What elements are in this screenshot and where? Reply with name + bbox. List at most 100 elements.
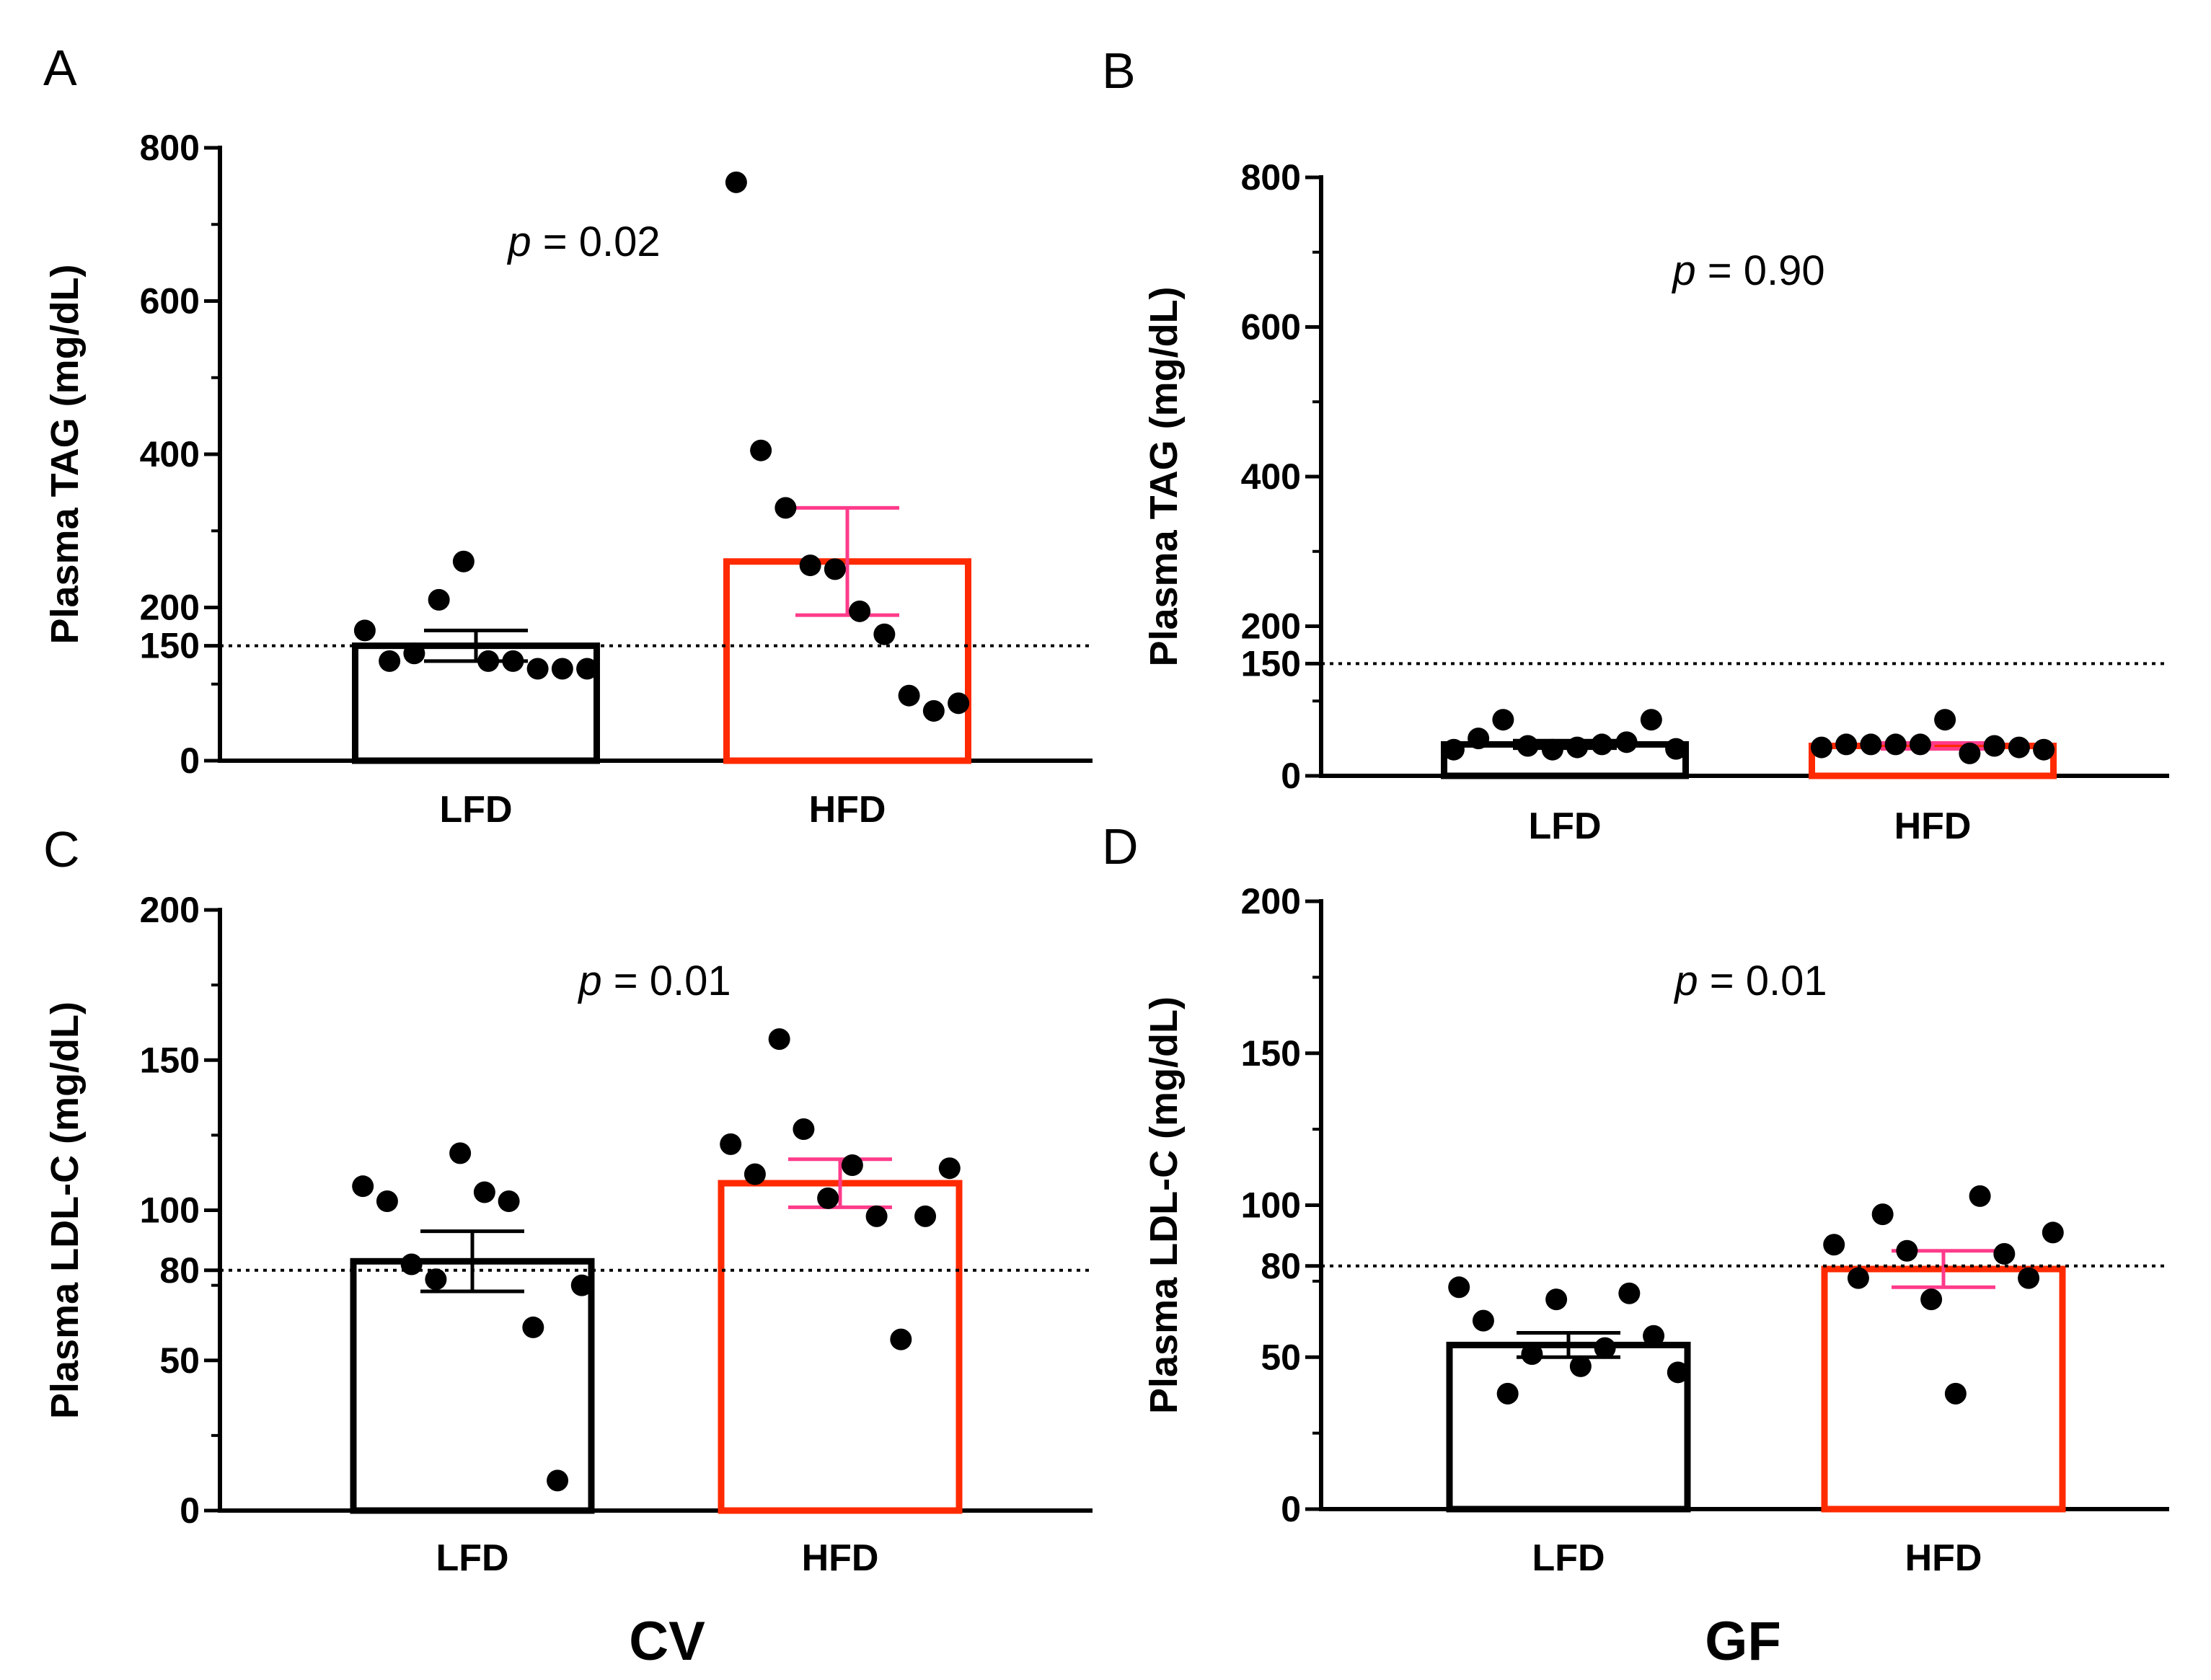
data-point: [849, 600, 871, 622]
data-point: [2042, 1221, 2064, 1244]
data-point: [403, 642, 425, 665]
data-point: [477, 650, 500, 672]
data-point: [1934, 709, 1956, 731]
panel-letter: C: [43, 821, 80, 877]
y-tick-label: 150: [140, 1040, 200, 1080]
data-point: [2018, 1267, 2040, 1289]
p-value-annotation: p = 0.90: [1671, 247, 1824, 294]
data-point: [1472, 1309, 1494, 1332]
y-axis-title: Plasma TAG (mg/dL): [43, 264, 87, 644]
x-category-label: LFD: [436, 1537, 508, 1579]
data-point: [1983, 735, 2005, 757]
p-value-symbol: p: [1671, 247, 1695, 294]
p-value-symbol: p: [577, 958, 601, 1004]
panel-d: D 0 50 80 100 150 200 Plasma LDL-C (mg/dL) LFD HF…: [1102, 818, 2169, 1579]
data-point: [1665, 738, 1687, 760]
data-point: [449, 1142, 472, 1164]
group-label-gf: GF: [1705, 1611, 1781, 1672]
data-point: [720, 1133, 742, 1155]
data-point: [526, 658, 549, 680]
y-tick-label: 400: [140, 434, 200, 474]
data-point: [1810, 736, 1832, 759]
x-category-label: HFD: [809, 789, 886, 831]
x-category-label: LFD: [1528, 805, 1601, 847]
data-point: [352, 1175, 374, 1198]
y-axis-title: Plasma TAG (mg/dL): [1142, 286, 1186, 666]
y-tick-label: 600: [140, 281, 200, 322]
data-point: [1835, 733, 1858, 756]
data-point: [2033, 738, 2055, 761]
y-tick-label: 400: [1241, 456, 1301, 497]
data-point: [1442, 738, 1465, 761]
y-tick-label: 600: [1241, 307, 1301, 348]
p-value-annotation: p = 0.02: [506, 218, 660, 265]
data-point: [551, 658, 573, 680]
y-tick-label: 0: [1281, 1489, 1301, 1529]
p-value-symbol: p: [506, 218, 531, 265]
data-point: [473, 1181, 495, 1203]
data-point: [570, 1274, 593, 1296]
x-category-label: HFD: [1894, 805, 1972, 847]
y-tick-label: 200: [1241, 881, 1301, 921]
data-point: [547, 1469, 569, 1492]
panel-c: C 0 50 80 100 150 200 Plasma LDL-C (mg/dL) LFD HF…: [43, 821, 1093, 1579]
y-tick-label: 50: [159, 1340, 200, 1381]
data-point: [948, 692, 970, 715]
data-point: [768, 1028, 790, 1051]
x-category-label: HFD: [1905, 1537, 1982, 1579]
data-point: [1823, 1234, 1845, 1256]
data-point: [1643, 1325, 1665, 1347]
data-point: [1615, 731, 1638, 753]
data-point: [799, 554, 821, 577]
data-point: [898, 684, 920, 707]
group-label-cv: CV: [629, 1611, 705, 1672]
p-value-text: = 0.01: [1698, 958, 1827, 1004]
x-category-label: LFD: [439, 789, 512, 831]
p-value-annotation: p = 0.01: [1673, 958, 1827, 1004]
y-tick-label: 80: [159, 1250, 200, 1291]
data-point: [425, 1268, 447, 1291]
data-point: [774, 497, 797, 519]
data-point: [824, 558, 846, 580]
x-category-label: LFD: [1532, 1537, 1605, 1579]
data-point: [1521, 1343, 1543, 1366]
data-point: [522, 1316, 544, 1338]
y-tick-label: 100: [140, 1190, 200, 1231]
y-tick-label: 800: [140, 128, 200, 168]
y-tick-label: 800: [1241, 157, 1301, 198]
y-tick-label: 0: [180, 740, 200, 781]
data-point: [1871, 1203, 1894, 1226]
p-value-text: = 0.90: [1696, 247, 1825, 294]
data-point: [725, 171, 747, 193]
data-point: [400, 1253, 423, 1276]
data-point: [379, 650, 401, 672]
data-point: [1860, 733, 1882, 756]
y-tick-label: 50: [1261, 1337, 1301, 1377]
panel-letter: D: [1102, 818, 1139, 875]
data-point: [1591, 733, 1613, 756]
data-point: [1959, 742, 1981, 764]
data-point: [2008, 736, 2030, 759]
data-point: [865, 1205, 888, 1227]
data-point: [1896, 1239, 1918, 1262]
data-point: [938, 1157, 961, 1180]
y-tick-label: 200: [140, 890, 200, 930]
p-value-symbol: p: [1673, 958, 1698, 1004]
bar-hfd: [1821, 1265, 2066, 1513]
data-point: [873, 623, 896, 645]
data-point: [914, 1205, 937, 1227]
data-point: [1517, 735, 1539, 757]
y-tick-label: 150: [1241, 643, 1301, 684]
data-point: [743, 1163, 766, 1185]
data-point: [817, 1187, 839, 1209]
y-tick-label: 0: [1281, 756, 1301, 796]
y-tick-label: 80: [1261, 1246, 1301, 1286]
panel-letter: A: [43, 40, 77, 96]
data-point: [890, 1328, 912, 1350]
data-point: [376, 1190, 398, 1213]
p-value-text: = 0.01: [602, 958, 731, 1004]
p-value-text: = 0.02: [531, 218, 661, 265]
y-tick-label: 150: [1241, 1033, 1301, 1074]
data-point: [922, 699, 945, 722]
